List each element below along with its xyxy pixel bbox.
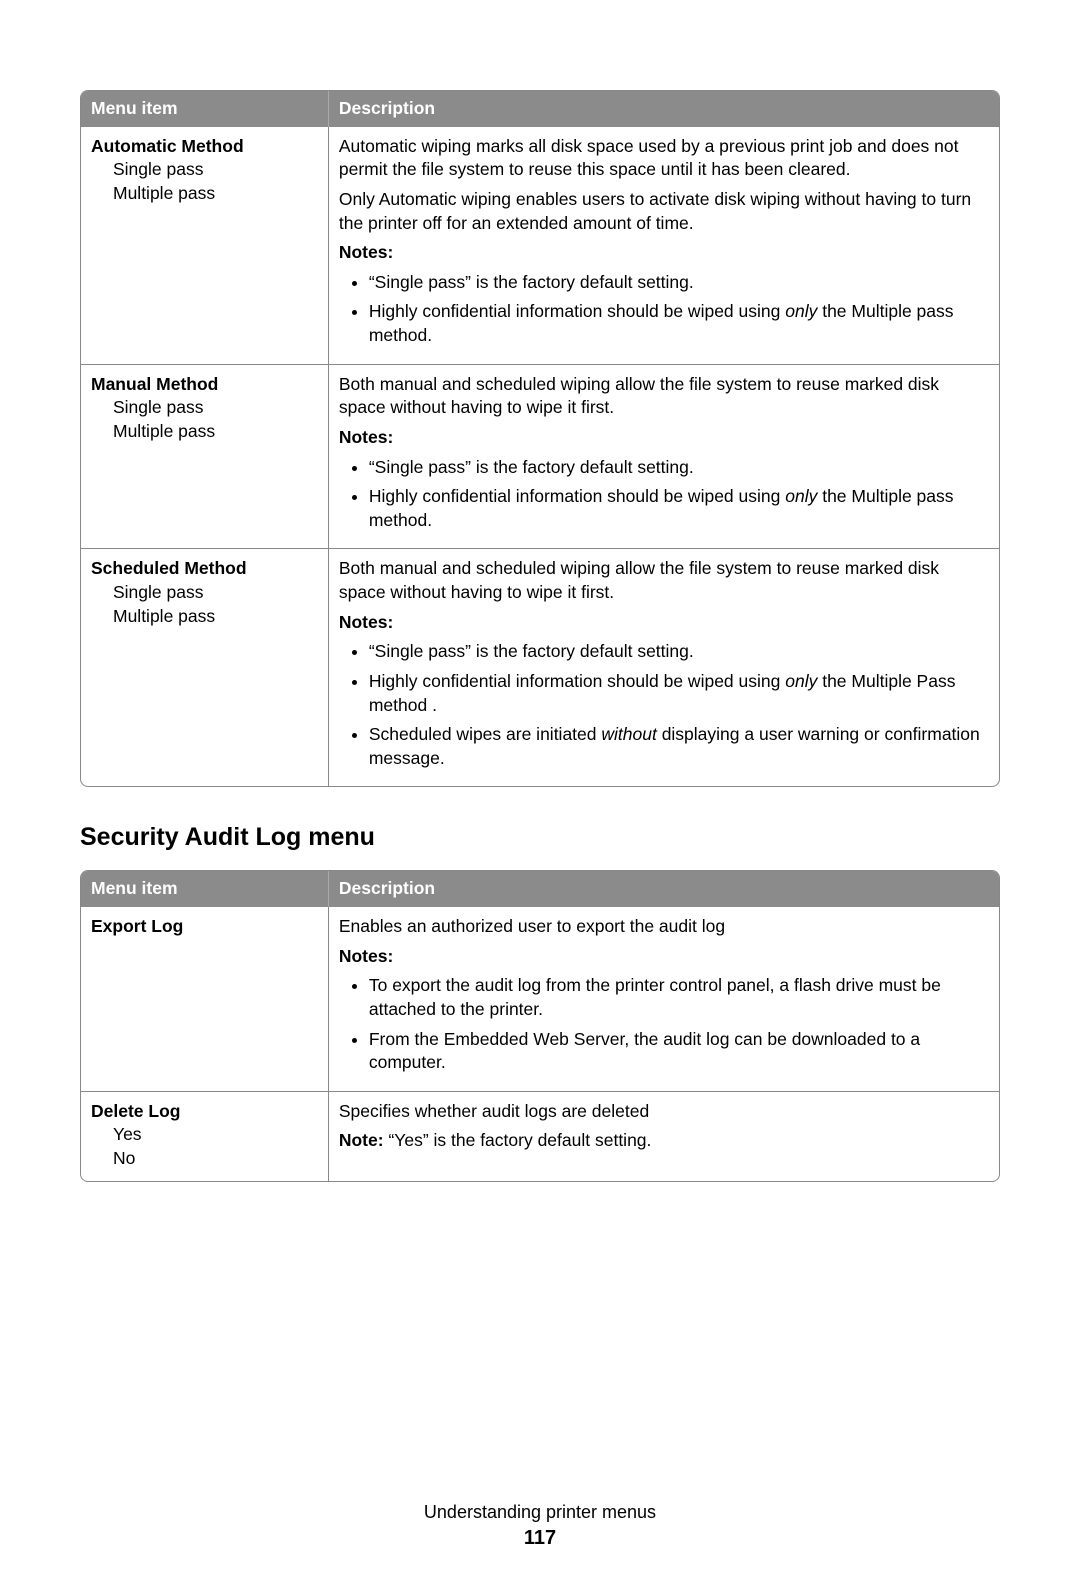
- inline-note: Note: “Yes” is the factory default setti…: [339, 1129, 989, 1153]
- menu-item-sub: Single pass: [91, 581, 318, 605]
- description-text: Enables an authorized user to export the…: [339, 915, 989, 939]
- menu-item-sub: No: [91, 1147, 318, 1171]
- description-cell: Both manual and scheduled wiping allow t…: [329, 548, 999, 786]
- menu-item-cell: Scheduled Method Single pass Multiple pa…: [81, 548, 329, 786]
- disk-wiping-table: Menu item Description Automatic Method S…: [80, 90, 1000, 787]
- table-header: Description: [329, 91, 999, 127]
- description-cell: Automatic wiping marks all disk space us…: [329, 127, 999, 364]
- menu-item-title: Delete Log: [91, 1100, 318, 1124]
- table-row: Automatic Method Single pass Multiple pa…: [81, 127, 999, 364]
- menu-item-cell: Delete Log Yes No: [81, 1091, 329, 1181]
- description-text: Both manual and scheduled wiping allow t…: [339, 557, 989, 604]
- page-content: Menu item Description Automatic Method S…: [0, 0, 1080, 1590]
- menu-item-sub: Yes: [91, 1123, 318, 1147]
- page-footer: Understanding printer menus 117: [80, 1502, 1000, 1550]
- note-item: Highly confidential information should b…: [369, 485, 989, 532]
- description-text: Specifies whether audit logs are deleted: [339, 1100, 989, 1124]
- menu-item-title: Manual Method: [91, 373, 318, 397]
- description-cell: Enables an authorized user to export the…: [329, 907, 999, 1091]
- menu-item-title: Scheduled Method: [91, 557, 318, 581]
- table-header: Description: [329, 871, 999, 907]
- menu-item-cell: Export Log: [81, 907, 329, 1091]
- menu-item-sub: Single pass: [91, 396, 318, 420]
- description-cell: Both manual and scheduled wiping allow t…: [329, 364, 999, 549]
- page-number: 117: [80, 1527, 1000, 1550]
- notes-label: Notes:: [339, 611, 989, 635]
- menu-item-sub: Multiple pass: [91, 605, 318, 629]
- menu-item-title: Automatic Method: [91, 135, 318, 159]
- notes-label: Notes:: [339, 945, 989, 969]
- menu-item-cell: Automatic Method Single pass Multiple pa…: [81, 127, 329, 364]
- table-header: Menu item: [81, 871, 329, 907]
- description-text: Only Automatic wiping enables users to a…: [339, 188, 989, 235]
- note-item: Scheduled wipes are initiated without di…: [369, 723, 989, 770]
- note-item: Highly confidential information should b…: [369, 300, 989, 347]
- note-item: To export the audit log from the printer…: [369, 974, 989, 1021]
- menu-item-cell: Manual Method Single pass Multiple pass: [81, 364, 329, 549]
- note-item: Highly confidential information should b…: [369, 670, 989, 717]
- description-text: Automatic wiping marks all disk space us…: [339, 135, 989, 182]
- notes-label: Notes:: [339, 241, 989, 265]
- note-item: “Single pass” is the factory default set…: [369, 640, 989, 664]
- note-item: From the Embedded Web Server, the audit …: [369, 1028, 989, 1075]
- menu-item-title: Export Log: [91, 915, 318, 939]
- table-header: Menu item: [81, 91, 329, 127]
- table-row: Delete Log Yes No Specifies whether audi…: [81, 1091, 999, 1181]
- note-item: “Single pass” is the factory default set…: [369, 271, 989, 295]
- description-text: Both manual and scheduled wiping allow t…: [339, 373, 989, 420]
- notes-list: To export the audit log from the printer…: [339, 974, 989, 1075]
- menu-item-sub: Multiple pass: [91, 420, 318, 444]
- security-audit-log-table: Menu item Description Export Log Enables…: [80, 870, 1000, 1181]
- notes-list: “Single pass” is the factory default set…: [339, 456, 989, 533]
- notes-list: “Single pass” is the factory default set…: [339, 271, 989, 348]
- table-row: Scheduled Method Single pass Multiple pa…: [81, 548, 999, 786]
- table-row: Manual Method Single pass Multiple pass …: [81, 364, 999, 549]
- notes-list: “Single pass” is the factory default set…: [339, 640, 989, 770]
- table-row: Export Log Enables an authorized user to…: [81, 907, 999, 1091]
- footer-text: Understanding printer menus: [80, 1502, 1000, 1523]
- section-heading: Security Audit Log menu: [80, 823, 1000, 852]
- notes-label: Notes:: [339, 426, 989, 450]
- menu-item-sub: Single pass: [91, 158, 318, 182]
- description-cell: Specifies whether audit logs are deleted…: [329, 1091, 999, 1181]
- menu-item-sub: Multiple pass: [91, 182, 318, 206]
- note-item: “Single pass” is the factory default set…: [369, 456, 989, 480]
